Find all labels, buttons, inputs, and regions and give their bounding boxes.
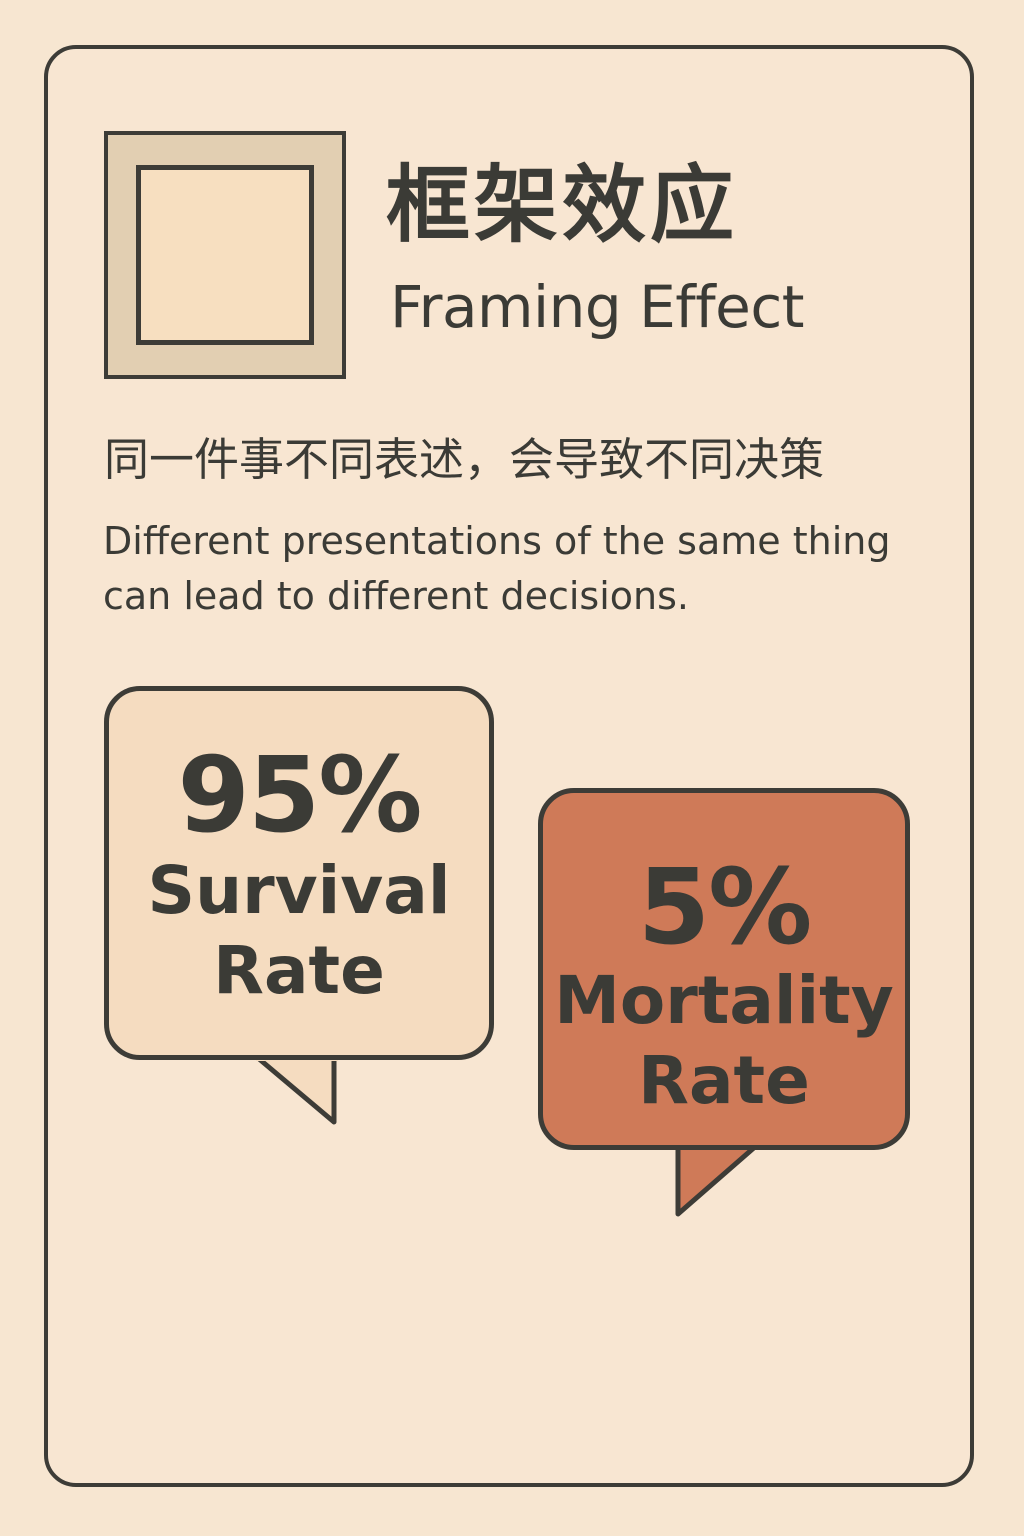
- title-english: Framing Effect: [390, 273, 804, 341]
- survival-rate-value: 95%: [177, 734, 423, 856]
- mortality-rate-value: 5%: [637, 846, 813, 968]
- survival-rate-bubble: 95% Survival Rate: [104, 686, 494, 1060]
- mortality-rate-label: Mortality Rate: [554, 962, 894, 1119]
- description-english: Different presentations of the same thin…: [103, 519, 891, 618]
- right-bubble-tail: [675, 1142, 759, 1217]
- frame-icon-inner: [136, 165, 314, 345]
- mortality-rate-bubble: 5% Mortality Rate: [538, 788, 910, 1150]
- subtitle-chinese: 同一件事不同表述，会导致不同决策: [104, 433, 825, 486]
- survival-rate-label: Survival Rate: [147, 852, 451, 1009]
- left-bubble-tail: [255, 1052, 338, 1125]
- frame-icon: [104, 131, 346, 379]
- title-chinese: 框架效应: [386, 156, 739, 254]
